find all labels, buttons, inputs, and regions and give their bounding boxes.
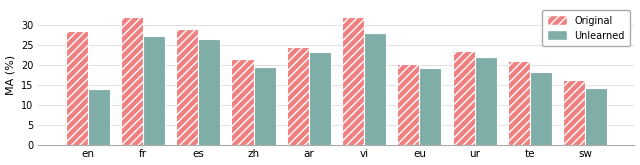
Bar bbox=[342, 17, 364, 145]
Legend: Original, Unlearned: Original, Unlearned bbox=[542, 10, 630, 46]
Y-axis label: MA (%): MA (%) bbox=[6, 55, 15, 95]
Bar bbox=[176, 29, 198, 145]
Bar bbox=[88, 89, 110, 145]
Bar bbox=[530, 72, 552, 145]
Bar bbox=[364, 33, 386, 145]
Bar bbox=[198, 39, 220, 145]
Bar bbox=[65, 31, 88, 145]
Bar bbox=[253, 67, 276, 145]
Bar bbox=[143, 36, 165, 145]
Bar bbox=[475, 57, 497, 145]
Bar bbox=[419, 67, 442, 145]
Bar bbox=[121, 17, 143, 145]
Bar bbox=[287, 47, 309, 145]
Bar bbox=[508, 61, 530, 145]
Bar bbox=[309, 52, 331, 145]
Bar bbox=[397, 64, 419, 145]
Bar bbox=[452, 51, 475, 145]
Bar bbox=[585, 88, 607, 145]
Bar bbox=[232, 59, 253, 145]
Bar bbox=[563, 80, 585, 145]
